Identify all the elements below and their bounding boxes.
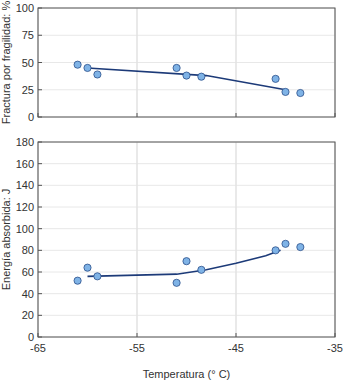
grid-line <box>38 293 335 294</box>
data-point <box>94 71 101 78</box>
data-point <box>198 266 205 273</box>
trend-line <box>88 68 286 90</box>
data-point <box>272 247 279 254</box>
x-tick-label: -55 <box>129 342 145 354</box>
y-tick-label: 180 <box>16 136 34 148</box>
tick-mark <box>38 250 42 251</box>
data-point <box>297 89 304 96</box>
data-point <box>282 88 289 95</box>
y-tick-label: 100 <box>16 2 34 14</box>
grid-line <box>38 315 335 316</box>
x-tick-label: -35 <box>327 342 343 354</box>
data-layer <box>74 61 304 97</box>
grid-line <box>38 185 335 186</box>
y-tick-label: 120 <box>16 201 34 213</box>
y-tick-label: 0 <box>28 111 34 123</box>
chart-canvas: 0255075100Fractura por fragilidad: %-65-… <box>0 0 350 385</box>
y-tick-label: 140 <box>16 179 34 191</box>
panel: -65 -55 -45 -35 0 20 40 60 80 100 120 140 160 180 Ener… <box>0 136 343 380</box>
data-layer <box>74 240 304 286</box>
data-point <box>198 73 205 80</box>
tick-mark <box>38 207 42 208</box>
x-tick-label: -65 <box>30 342 46 354</box>
data-point <box>282 240 289 247</box>
tick-mark <box>38 315 42 316</box>
y-tick-label: 160 <box>16 158 34 170</box>
y-tick-label: 75 <box>22 29 34 41</box>
data-point <box>84 264 91 271</box>
data-point <box>297 243 304 250</box>
tick-mark <box>38 62 42 63</box>
panel: 0 25 50 75 100 Fractura por fragilidad: % <box>0 1 335 125</box>
tick-mark <box>236 113 237 117</box>
grid-line <box>38 228 335 229</box>
data-point <box>183 72 190 79</box>
tick-mark <box>38 8 42 9</box>
data-point <box>74 277 81 284</box>
grid-line <box>38 35 335 36</box>
y-axis-label: Fractura por fragilidad: % <box>0 1 12 125</box>
tick-mark <box>38 185 42 186</box>
tick-mark <box>38 163 42 164</box>
y-tick-label: 60 <box>22 266 34 278</box>
data-point <box>272 75 279 82</box>
tick-mark <box>38 117 42 118</box>
y-axis-label: Energía absorbida: J <box>0 189 12 291</box>
y-tick-label: 25 <box>22 84 34 96</box>
tick-mark <box>38 89 42 90</box>
tick-mark <box>38 333 39 337</box>
tick-mark <box>38 228 42 229</box>
plot-frame <box>38 142 335 337</box>
y-tick-label: 0 <box>28 331 34 343</box>
tick-mark <box>38 35 42 36</box>
grid-line <box>38 163 335 164</box>
data-point <box>74 61 81 68</box>
grid-line <box>38 89 335 90</box>
tick-mark <box>236 333 237 337</box>
grid-line <box>38 250 335 251</box>
tick-mark <box>38 337 42 338</box>
tick-mark <box>137 113 138 117</box>
plot-frame <box>38 8 335 117</box>
data-point <box>183 258 190 265</box>
data-point <box>173 64 180 71</box>
trend-line <box>88 250 281 276</box>
tick-mark <box>335 333 336 337</box>
x-axis-label: Temperatura (° C) <box>143 368 231 380</box>
tick-mark <box>38 293 42 294</box>
data-point <box>94 273 101 280</box>
grid-line <box>38 207 335 208</box>
tick-mark <box>38 113 39 117</box>
grid-line <box>236 142 237 337</box>
y-tick-label: 80 <box>22 244 34 256</box>
tick-mark <box>38 272 42 273</box>
data-point <box>84 64 91 71</box>
y-tick-label: 20 <box>22 309 34 321</box>
tick-mark <box>335 113 336 117</box>
tick-mark <box>38 142 42 143</box>
x-tick-label: -45 <box>228 342 244 354</box>
y-tick-label: 50 <box>22 57 34 69</box>
tick-mark <box>137 333 138 337</box>
y-tick-label: 40 <box>22 288 34 300</box>
grid-line <box>137 142 138 337</box>
data-point <box>173 279 180 286</box>
grid-line <box>38 62 335 63</box>
y-tick-label: 100 <box>16 223 34 235</box>
